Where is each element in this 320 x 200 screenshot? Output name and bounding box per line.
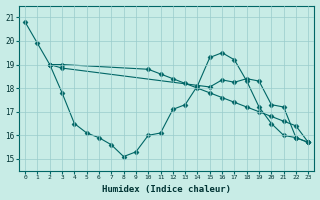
- X-axis label: Humidex (Indice chaleur): Humidex (Indice chaleur): [102, 185, 231, 194]
